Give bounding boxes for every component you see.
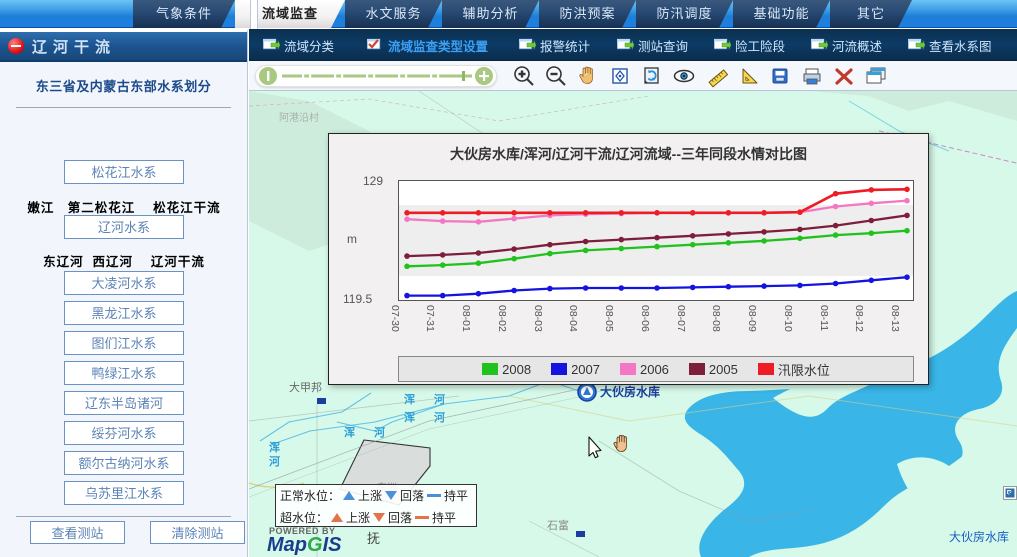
svg-text:浑: 浑 [269, 441, 280, 454]
svg-text:浑: 浑 [404, 393, 415, 406]
svg-text:大伙房水库: 大伙房水库 [600, 384, 660, 399]
svg-text:河: 河 [434, 410, 445, 424]
svg-text:大伙房水库: 大伙房水库 [949, 529, 1009, 544]
svg-text:浑: 浑 [404, 411, 415, 424]
svg-text:大甲邦: 大甲邦 [289, 380, 322, 394]
svg-text:石富: 石富 [547, 518, 569, 532]
svg-text:浑: 浑 [344, 426, 355, 439]
svg-text:河: 河 [269, 454, 280, 468]
svg-text:阿港沿村: 阿港沿村 [279, 111, 319, 124]
svg-text:河: 河 [434, 392, 445, 406]
svg-text:河: 河 [374, 425, 385, 439]
svg-text:抚: 抚 [367, 531, 380, 546]
